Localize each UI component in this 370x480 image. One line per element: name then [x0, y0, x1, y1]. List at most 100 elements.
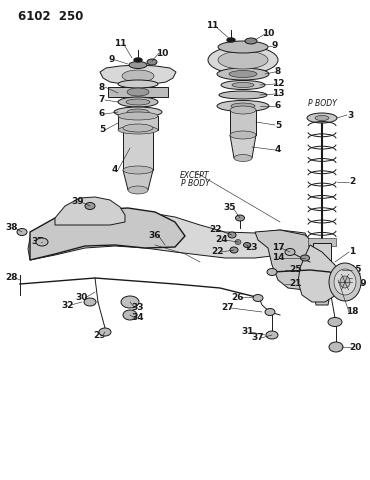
- Polygon shape: [100, 65, 176, 85]
- Ellipse shape: [285, 249, 295, 255]
- Text: 24: 24: [216, 236, 228, 244]
- Bar: [331, 275, 349, 281]
- Ellipse shape: [234, 155, 252, 161]
- Text: 3: 3: [347, 110, 353, 120]
- Polygon shape: [55, 197, 125, 225]
- Ellipse shape: [127, 88, 149, 96]
- Text: 20: 20: [349, 344, 361, 352]
- Ellipse shape: [229, 41, 257, 50]
- Text: 32: 32: [62, 300, 74, 310]
- Text: 31: 31: [242, 327, 254, 336]
- Ellipse shape: [85, 203, 95, 209]
- Text: 17: 17: [272, 243, 284, 252]
- Ellipse shape: [230, 131, 256, 139]
- Ellipse shape: [17, 228, 27, 236]
- Text: 35: 35: [224, 204, 236, 213]
- Text: 26: 26: [232, 292, 244, 301]
- Ellipse shape: [340, 276, 350, 288]
- Bar: [123, 128, 153, 170]
- Text: 34: 34: [132, 313, 144, 323]
- Text: 2: 2: [349, 178, 355, 187]
- Ellipse shape: [253, 295, 263, 301]
- Text: 5: 5: [99, 125, 105, 134]
- Ellipse shape: [128, 186, 148, 194]
- Text: 22: 22: [212, 248, 224, 256]
- Text: 19: 19: [354, 279, 366, 288]
- Ellipse shape: [126, 99, 150, 105]
- Text: 6: 6: [99, 109, 105, 119]
- Ellipse shape: [99, 328, 111, 336]
- Text: 1: 1: [349, 248, 355, 256]
- Bar: [313, 243, 331, 288]
- Text: 4: 4: [112, 166, 118, 175]
- Ellipse shape: [217, 68, 269, 80]
- Ellipse shape: [129, 61, 147, 69]
- Text: 38: 38: [6, 224, 18, 232]
- Bar: [108, 87, 168, 97]
- Text: 11: 11: [206, 22, 218, 31]
- Ellipse shape: [334, 269, 356, 295]
- Text: 8: 8: [99, 83, 105, 92]
- Bar: [118, 116, 158, 130]
- Ellipse shape: [328, 317, 342, 326]
- Text: 15: 15: [349, 265, 361, 275]
- Ellipse shape: [307, 113, 337, 123]
- Ellipse shape: [229, 71, 257, 77]
- Ellipse shape: [231, 103, 255, 109]
- Text: 8: 8: [275, 68, 281, 76]
- Polygon shape: [123, 170, 153, 190]
- Ellipse shape: [118, 97, 158, 107]
- Ellipse shape: [121, 296, 139, 308]
- Text: 10: 10: [262, 29, 274, 38]
- Text: 30: 30: [76, 293, 88, 302]
- Ellipse shape: [267, 268, 277, 276]
- Text: 14: 14: [272, 253, 284, 263]
- Ellipse shape: [221, 81, 265, 89]
- Ellipse shape: [343, 267, 350, 273]
- Text: P BODY: P BODY: [308, 99, 337, 108]
- Ellipse shape: [232, 83, 254, 87]
- Polygon shape: [298, 245, 340, 302]
- Text: 37: 37: [252, 334, 264, 343]
- Ellipse shape: [147, 59, 157, 65]
- Ellipse shape: [235, 240, 241, 244]
- Polygon shape: [255, 230, 325, 290]
- Ellipse shape: [118, 80, 158, 88]
- Text: 9: 9: [272, 41, 278, 50]
- Polygon shape: [30, 208, 185, 260]
- Text: 7: 7: [99, 96, 105, 105]
- Ellipse shape: [343, 276, 350, 280]
- Text: 21: 21: [289, 279, 301, 288]
- Text: 27: 27: [222, 303, 234, 312]
- Bar: [308, 238, 336, 246]
- Ellipse shape: [315, 116, 329, 120]
- Text: 16: 16: [349, 274, 361, 283]
- Ellipse shape: [300, 255, 309, 261]
- Polygon shape: [313, 288, 331, 305]
- Bar: [331, 267, 349, 273]
- Ellipse shape: [217, 100, 269, 111]
- Text: 25: 25: [289, 265, 301, 275]
- Ellipse shape: [84, 223, 106, 237]
- Ellipse shape: [122, 70, 154, 82]
- Ellipse shape: [265, 309, 275, 315]
- Ellipse shape: [118, 112, 158, 120]
- Text: 23: 23: [246, 243, 258, 252]
- Text: 6102  250: 6102 250: [18, 11, 83, 24]
- Ellipse shape: [139, 225, 181, 243]
- Ellipse shape: [230, 106, 256, 114]
- Ellipse shape: [218, 41, 268, 53]
- Polygon shape: [28, 212, 310, 260]
- Ellipse shape: [235, 215, 245, 221]
- Ellipse shape: [218, 51, 268, 69]
- Text: 29: 29: [94, 331, 106, 339]
- Text: P BODY: P BODY: [181, 180, 209, 189]
- Ellipse shape: [245, 38, 257, 44]
- Text: 5: 5: [275, 120, 281, 130]
- Ellipse shape: [230, 247, 238, 253]
- Ellipse shape: [208, 46, 278, 74]
- Text: 9: 9: [109, 56, 115, 64]
- Ellipse shape: [228, 232, 236, 238]
- Ellipse shape: [123, 310, 137, 320]
- Text: 13: 13: [272, 89, 284, 98]
